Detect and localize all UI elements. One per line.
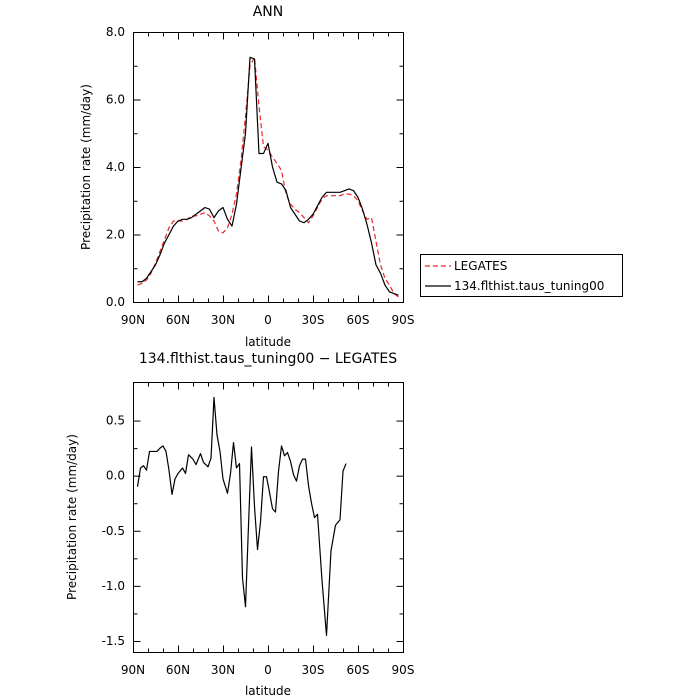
bottom-x-tick-label: 90S — [392, 663, 415, 677]
top-x-tick-label: 90S — [392, 313, 415, 327]
top-chart: ANN 90N 60N 30N 0 30S 60S 90S 0.0 2.0 4.0 6.0 8.0 l… — [79, 4, 623, 349]
bottom-y-tick-label: -1.5 — [102, 634, 125, 648]
top-x-axis-label: latitude — [245, 335, 291, 349]
bottom-y-tick-label: 0.5 — [106, 414, 125, 428]
top-chart-axes: 90N 60N 30N 0 30S 60S 90S 0.0 2.0 4.0 6.0 8.0 — [106, 25, 415, 327]
bottom-chart-axes: 90N 60N 30N 0 30S 60S 90S 0.5 0.0 -0.5 -1.0 -1.5 — [102, 382, 415, 677]
bottom-y-axis-label: Precipitation rate (mm/day) — [65, 434, 79, 600]
top-x-tick-label: 0 — [264, 313, 272, 327]
top-chart-title: ANN — [253, 4, 284, 20]
legend-label-legates: LEGATES — [454, 259, 507, 273]
bottom-x-tick-label: 60S — [347, 663, 370, 677]
bottom-series-difference-line — [136, 396, 347, 637]
top-series-legates-line — [137, 56, 399, 298]
top-chart-frame — [133, 32, 404, 303]
legend: LEGATES 134.flthist.taus_tuning00 — [420, 254, 623, 297]
top-x-tick-label: 60N — [166, 313, 190, 327]
bottom-chart-frame — [133, 382, 404, 653]
bottom-chart: 134.flthist.taus_tuning00 − LEGATES 90N 6… — [65, 351, 414, 698]
top-chart-series — [137, 56, 399, 298]
bottom-y-tick-label: 0.0 — [106, 469, 125, 483]
bottom-x-tick-label: 0 — [264, 663, 272, 677]
top-y-tick-label: 6.0 — [106, 93, 125, 107]
top-x-tick-label: 30S — [302, 313, 325, 327]
top-y-axis-label: Precipitation rate (mm/day) — [79, 84, 93, 250]
top-y-tick-label: 0.0 — [106, 295, 125, 309]
top-y-tick-label: 4.0 — [106, 160, 125, 174]
top-x-tick-label: 30N — [211, 313, 235, 327]
bottom-x-axis-label: latitude — [245, 684, 291, 698]
top-x-tick-label: 90N — [121, 313, 145, 327]
bottom-x-tick-label: 60N — [166, 663, 190, 677]
top-series-134-flthist-taus-tuning00-line — [137, 56, 399, 296]
bottom-x-tick-label: 90N — [121, 663, 145, 677]
bottom-x-tick-label: 30S — [302, 663, 325, 677]
top-x-tick-label: 60S — [347, 313, 370, 327]
legend-box — [420, 254, 623, 297]
top-y-tick-label: 2.0 — [106, 228, 125, 242]
top-y-tick-label: 8.0 — [106, 25, 125, 39]
legend-label-model: 134.flthist.taus_tuning00 — [454, 279, 604, 293]
bottom-y-tick-label: -1.0 — [102, 579, 125, 593]
bottom-chart-series — [136, 396, 347, 637]
bottom-chart-title: 134.flthist.taus_tuning00 − LEGATES — [139, 351, 397, 367]
bottom-x-tick-label: 30N — [211, 663, 235, 677]
bottom-y-tick-label: -0.5 — [102, 524, 125, 538]
